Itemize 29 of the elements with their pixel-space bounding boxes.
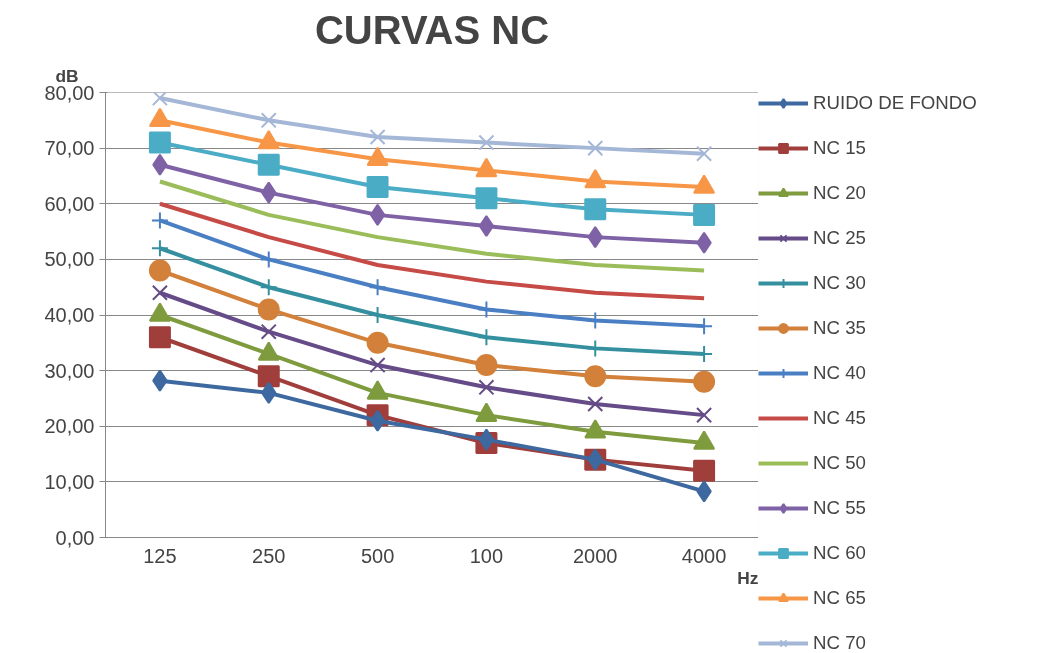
legend-label: NC 45 (813, 407, 866, 429)
legend-label: NC 25 (813, 227, 866, 249)
legend-label: NC 15 (813, 137, 866, 159)
y-tick-label: 60,00 (44, 192, 95, 215)
y-tick-label: 0,00 (55, 526, 95, 549)
legend-label: NC 55 (813, 497, 866, 519)
x-axis-title: Hz (737, 567, 759, 588)
x-tick-label: 2000 (573, 544, 618, 567)
legend-label: NC 65 (813, 587, 866, 609)
y-tick-label: 40,00 (44, 304, 95, 326)
x-tick-label: 250 (252, 544, 286, 567)
legend-label: NC 20 (813, 182, 866, 204)
legend-label: NC 35 (813, 317, 866, 339)
y-tick-label: 20,00 (44, 415, 95, 438)
chart-title: CURVAS NC (314, 7, 550, 52)
x-tick-label: 4000 (681, 544, 727, 567)
x-tick-label: 100 (469, 544, 504, 567)
x-tick-label: 500 (360, 544, 395, 567)
y-tick-label: 70,00 (44, 137, 95, 160)
y-tick-label: 10,00 (44, 470, 95, 493)
legend-label: NC 30 (813, 272, 866, 294)
y-tick-label: 50,00 (44, 248, 95, 271)
x-tick-label: 125 (143, 544, 177, 567)
y-tick-label: 30,00 (44, 359, 95, 382)
legend-label: NC 40 (813, 362, 866, 384)
legend-label: RUIDO DE FONDO (813, 92, 977, 114)
legend-label: NC 60 (813, 542, 866, 564)
legend-label: NC 50 (813, 452, 866, 474)
legend-label: NC 70 (813, 632, 866, 653)
